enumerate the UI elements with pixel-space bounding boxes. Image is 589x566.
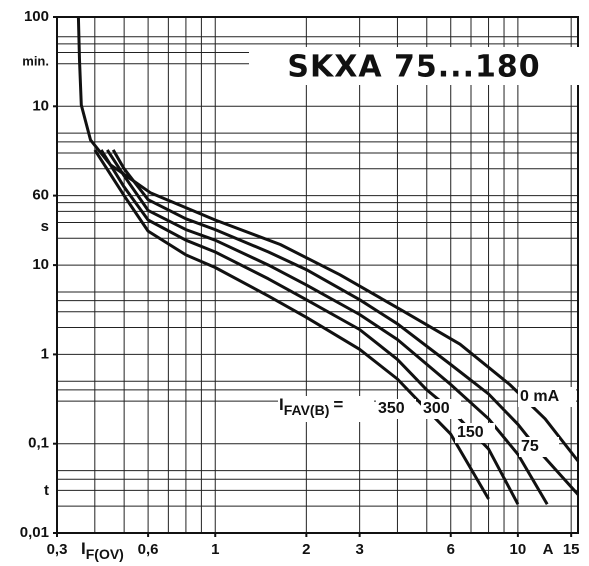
curve-label: 150 — [457, 424, 484, 441]
legend-symbol: I — [279, 395, 284, 414]
label-bg — [518, 387, 576, 407]
x-label-subscript: F(OV) — [86, 546, 124, 562]
curve — [111, 149, 580, 496]
y-axis-label: t — [44, 482, 49, 499]
curve — [106, 149, 549, 505]
curve-label: 0 mA — [520, 388, 560, 405]
y-tick-label: 10 — [32, 97, 49, 114]
curve-label: 300 — [423, 400, 450, 417]
y-unit: s — [41, 218, 49, 235]
y-tick-label: 60 — [32, 187, 49, 204]
curve-label: 75 — [521, 438, 539, 455]
x-axis-label: IF(OV) — [81, 539, 124, 561]
x-tick-label: 0,3 — [47, 541, 68, 558]
legend-title: IFAV(B) = — [279, 395, 343, 417]
x-label-symbol: I — [81, 539, 86, 558]
x-tick-label: 3 — [355, 541, 363, 558]
x-tick-label: 15 — [563, 541, 580, 558]
label-bg — [376, 399, 416, 419]
x-tick-label: 10 — [510, 541, 527, 558]
label-bg — [421, 399, 461, 419]
chart-title: SKXA 75...180 — [287, 50, 540, 85]
legend-subscript: FAV(B) — [284, 402, 330, 418]
x-tick-label: 6 — [447, 541, 455, 558]
plot-frame — [56, 16, 579, 534]
y-tick-label: 1 — [41, 345, 49, 362]
label-bg — [455, 423, 495, 443]
y-unit: min. — [22, 53, 49, 68]
x-tick-label: 2 — [302, 541, 310, 558]
curve — [76, 16, 580, 462]
x-tick-label: 1 — [211, 541, 219, 558]
y-tick-label: 0,01 — [20, 524, 49, 541]
y-tick-label: 100 — [24, 8, 49, 25]
label-bg — [519, 437, 559, 457]
y-tick-label: 0,1 — [28, 435, 49, 452]
y-tick-label: 10 — [32, 256, 49, 273]
curve-label: 350 — [378, 400, 405, 417]
x-tick-label: 0,6 — [138, 541, 159, 558]
legend-suffix: = — [333, 395, 343, 414]
x-unit: A — [543, 541, 554, 558]
title-box — [249, 47, 579, 85]
label-bg — [278, 396, 374, 422]
